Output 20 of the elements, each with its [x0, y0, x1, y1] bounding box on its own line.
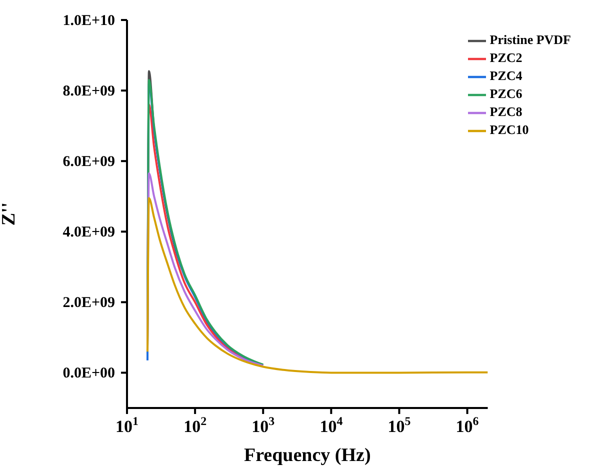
x-tick-label: 10$^{4}$ [320, 414, 343, 436]
x-tick-label: 10$^{1}$ [116, 414, 139, 436]
y-axis-title: Z'' [0, 202, 20, 226]
x-tick-label: 10$^{2}$ [184, 414, 207, 436]
legend-label: PZC10 [490, 122, 529, 138]
y-tick-label: 1.0E+10 [62, 13, 115, 29]
x-tick-label: 10$^{3}$ [252, 414, 275, 436]
legend-label: PZC6 [490, 86, 522, 102]
legend-label: PZC8 [490, 104, 522, 120]
y-tick-label: 4.0E+09 [62, 224, 115, 241]
x-tick-label: 10$^{5}$ [388, 414, 411, 436]
legend-label: PZC2 [490, 50, 522, 66]
legend-label: PZC4 [490, 68, 522, 84]
x-axis-title: Frequency (Hz) [244, 445, 371, 466]
y-tick-label: 0.0E+00 [62, 366, 115, 382]
y-tick-label: 8.0E+09 [62, 84, 115, 100]
x-tick-label: 10$^{6}$ [456, 414, 479, 436]
legend-label: Pristine PVDF [490, 32, 571, 47]
y-tick-label: 6.0E+09 [62, 154, 115, 170]
y-tick-label: 2.0E+09 [62, 295, 115, 312]
